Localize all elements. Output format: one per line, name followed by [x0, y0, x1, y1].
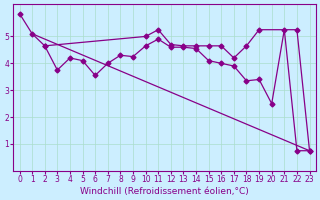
X-axis label: Windchill (Refroidissement éolien,°C): Windchill (Refroidissement éolien,°C): [80, 187, 249, 196]
